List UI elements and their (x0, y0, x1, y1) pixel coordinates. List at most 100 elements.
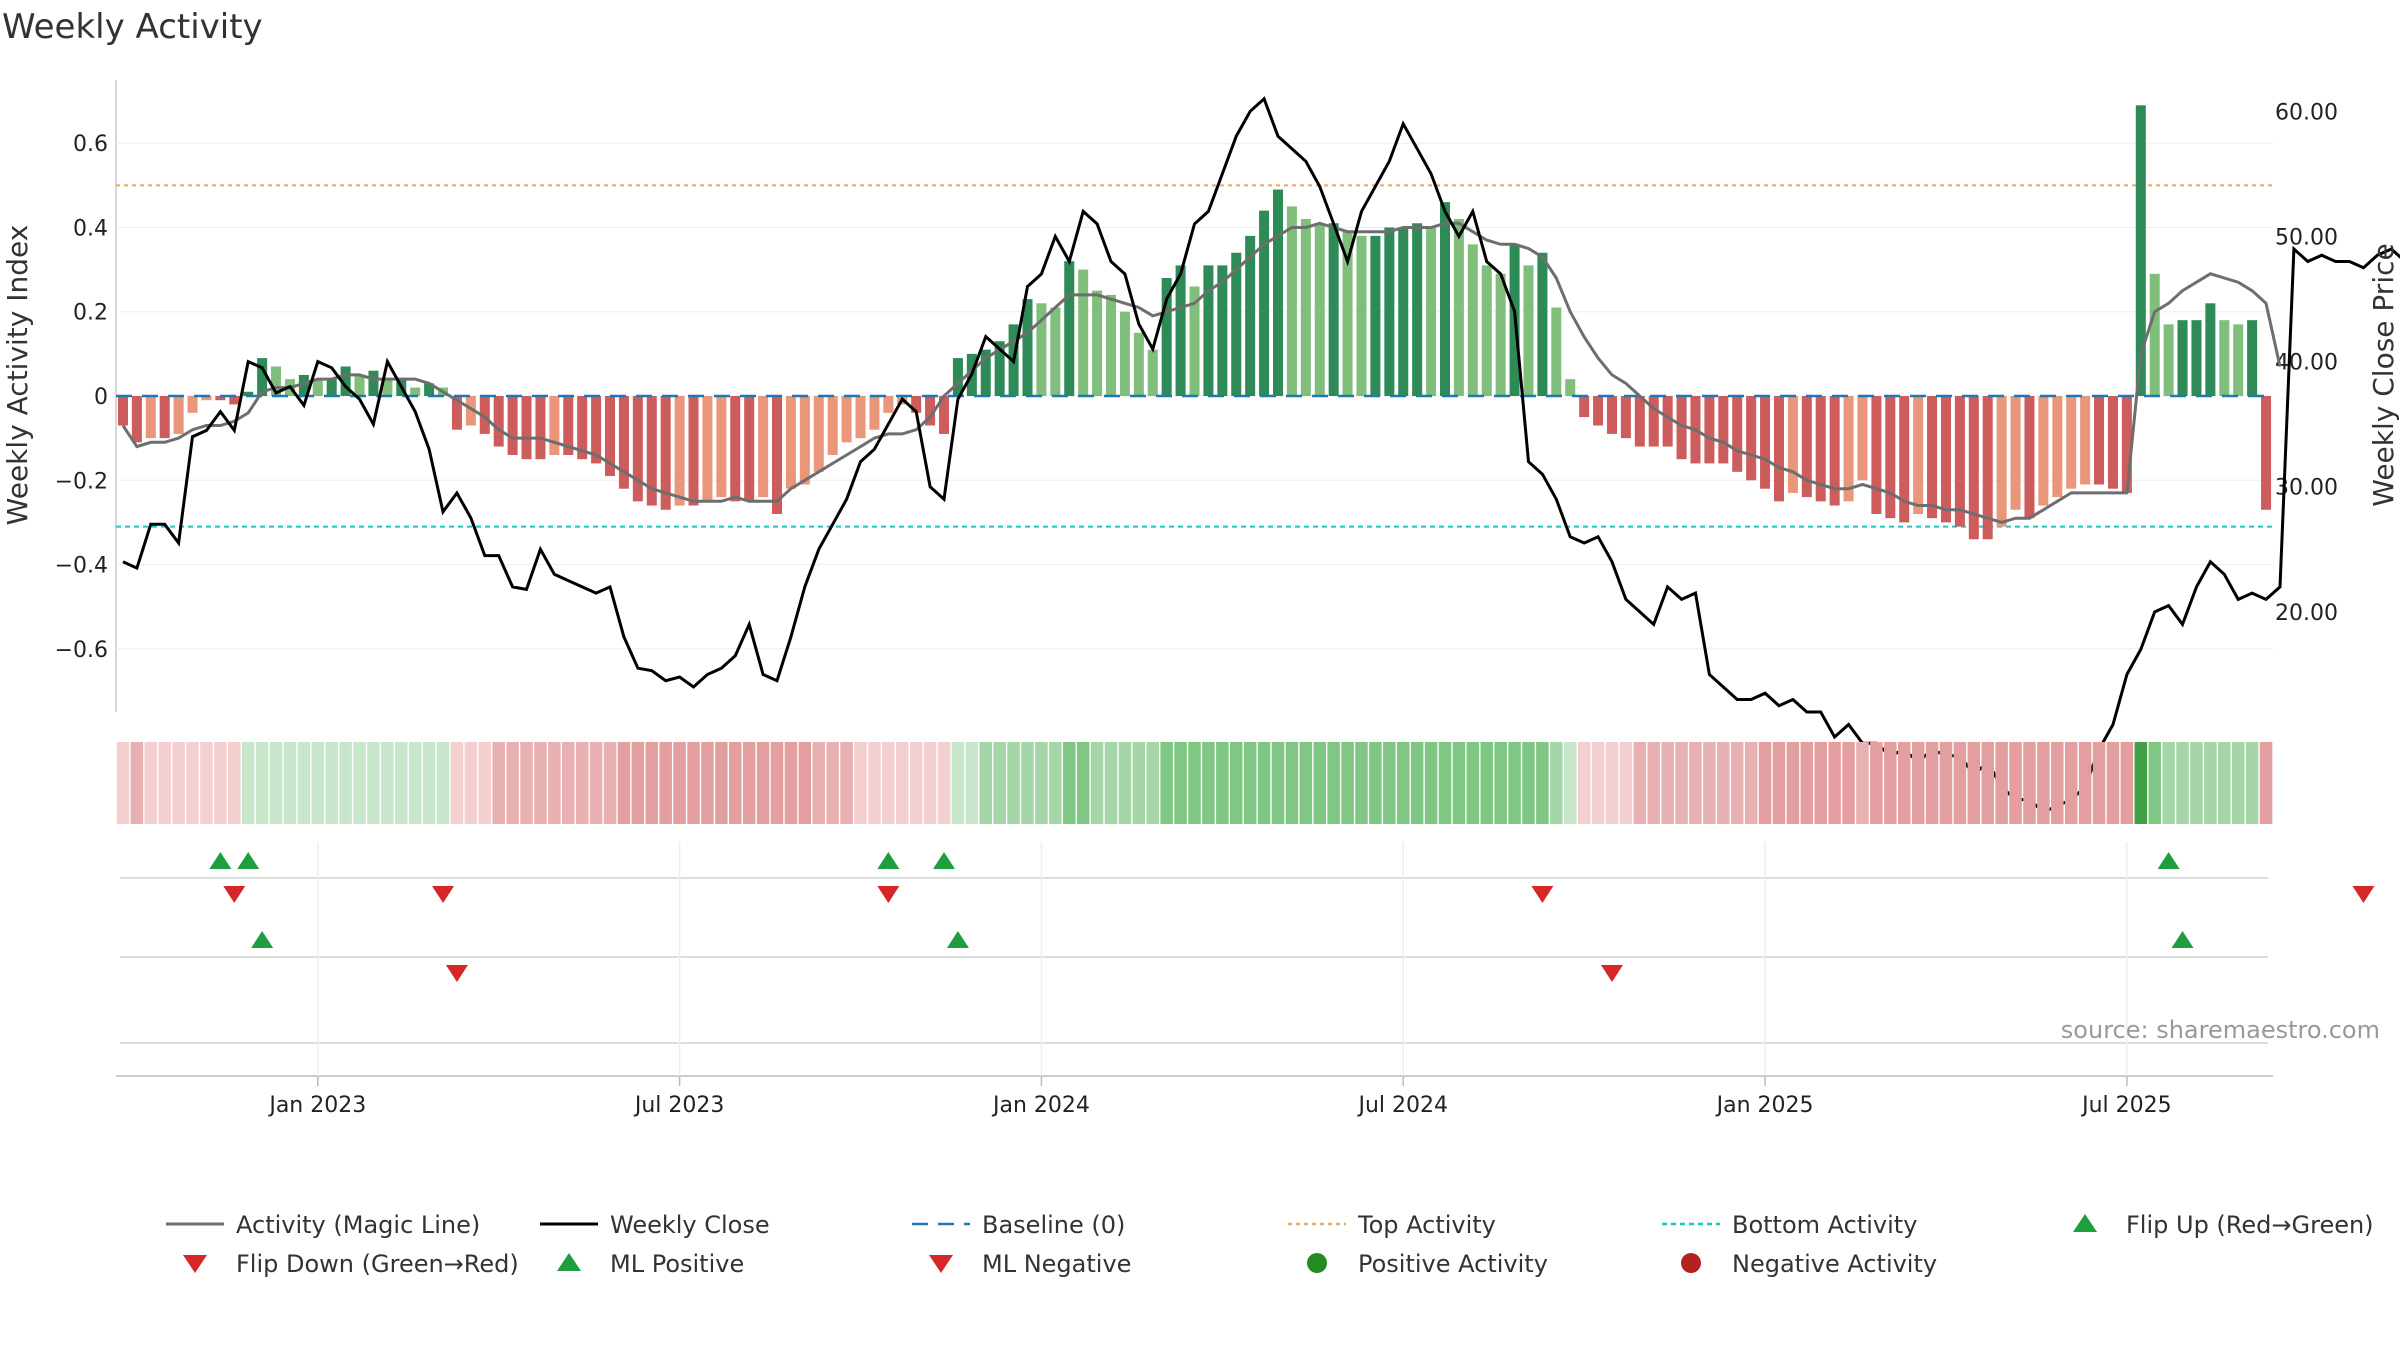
left-axis-label: Weekly Activity Index (1, 225, 34, 526)
strip-cell (1633, 742, 1647, 824)
activity-bar (257, 358, 268, 396)
activity-bar (2052, 396, 2063, 498)
strip-cell (2176, 742, 2189, 824)
activity-bar (785, 396, 796, 489)
legend-item-magic: Activity (Magic Line) (166, 1211, 480, 1239)
activity-bar (1648, 396, 1659, 447)
activity-bar (2066, 396, 2077, 489)
legend-label: Activity (Magic Line) (236, 1211, 480, 1239)
strip-cell (687, 742, 700, 824)
legend-item-close: Weekly Close (540, 1211, 770, 1239)
flip-up-marker (933, 852, 956, 869)
strip-cell (659, 742, 672, 824)
activity-bar (479, 396, 490, 434)
chart-title: Weekly Activity (2, 7, 263, 47)
strip-cell (1577, 742, 1591, 824)
strip-cell (1369, 742, 1382, 824)
strip-cell (1243, 742, 1257, 824)
strip-cell (784, 742, 798, 824)
activity-bar (1314, 223, 1325, 396)
strip-cell (1355, 742, 1368, 824)
strip-cell (534, 742, 547, 824)
legend: Activity (Magic Line) Weekly Close Baselin… (166, 1211, 2374, 1278)
activity-bar (1801, 396, 1812, 498)
activity-bar (1718, 396, 1729, 464)
activity-bar (521, 396, 532, 460)
activity-bar (117, 396, 128, 426)
strip-cell (1216, 742, 1229, 824)
strip-cell (339, 742, 352, 824)
flip-down-marker (432, 886, 455, 903)
activity-bar (702, 396, 713, 502)
strip-cell (492, 742, 505, 824)
activity-bar (368, 370, 379, 396)
activity-bar (1245, 235, 1256, 396)
activity-bar (2038, 396, 2049, 506)
activity-bar (1676, 396, 1687, 460)
strip-cell (1675, 742, 1688, 824)
activity-bar (1481, 265, 1492, 396)
strip-cell (1452, 742, 1466, 824)
activity-bar (326, 379, 337, 396)
strip-cell (172, 742, 185, 824)
activity-bar (577, 396, 588, 460)
strip-cell (2134, 742, 2148, 824)
strip-cell (1925, 742, 1939, 824)
strip-cell (2204, 742, 2217, 824)
strip-cell (1800, 742, 1814, 824)
strip-cell (353, 742, 366, 824)
strip-cell (1981, 742, 1994, 824)
activity-bar (1815, 396, 1826, 502)
activity-bar (1746, 396, 1757, 481)
strip-cell (2051, 742, 2064, 824)
activity-bar (312, 379, 323, 396)
series-lines (121, 96, 2400, 814)
activity-bar (535, 396, 546, 460)
strip-cell (1730, 742, 1744, 824)
strip-cell (2148, 742, 2161, 824)
strip-cell (2259, 742, 2273, 824)
source-note: source: sharemaestro.com (2061, 1016, 2380, 1044)
activity-bar (187, 396, 198, 413)
activity-bar (2010, 396, 2021, 510)
activity-bar (1940, 396, 1951, 523)
legend-item-posdot: Positive Activity (1307, 1250, 1548, 1278)
x-tick-label: Jul 2023 (633, 1093, 725, 1118)
activity-bar (2163, 324, 2174, 396)
strip-cell (283, 742, 297, 824)
strip-cell (1897, 742, 1911, 824)
strip-cell (186, 742, 199, 824)
strip-cell (631, 742, 645, 824)
strip-cell (297, 742, 311, 824)
strip-cell (381, 742, 394, 824)
legend-label: Positive Activity (1358, 1250, 1548, 1278)
strip-cell (1842, 742, 1855, 824)
activity-bar (2024, 396, 2035, 519)
activity-bar (1787, 396, 1798, 493)
x-tick-label: Jul 2024 (1356, 1093, 1448, 1118)
activity-bar (1092, 290, 1103, 396)
strip-cell (241, 742, 255, 824)
activity-bar (229, 396, 240, 405)
strip-cell (1132, 742, 1146, 824)
flip-up-marker (209, 852, 232, 869)
legend-label: Flip Down (Green→Red) (236, 1250, 519, 1278)
activity-bar (2135, 105, 2146, 396)
strip-cell (1049, 742, 1062, 824)
activity-bar (1885, 396, 1896, 519)
strip-cell (1661, 742, 1674, 824)
activity-bar (1857, 396, 1868, 481)
strip-cell (937, 742, 951, 824)
legend-item-mlpos: ML Positive (557, 1250, 744, 1278)
strip-cell (1090, 742, 1104, 824)
strip-cell (1717, 742, 1730, 824)
strip-cell (450, 742, 464, 824)
strip-cell (1647, 742, 1660, 824)
activity-bar (938, 396, 950, 434)
activity-bar (2121, 396, 2132, 493)
strip-cell (1383, 742, 1396, 824)
activity-bar (2233, 324, 2244, 396)
strip-cell (770, 742, 784, 824)
flip-markers (120, 852, 2375, 1044)
strip-cell (1480, 742, 1494, 824)
